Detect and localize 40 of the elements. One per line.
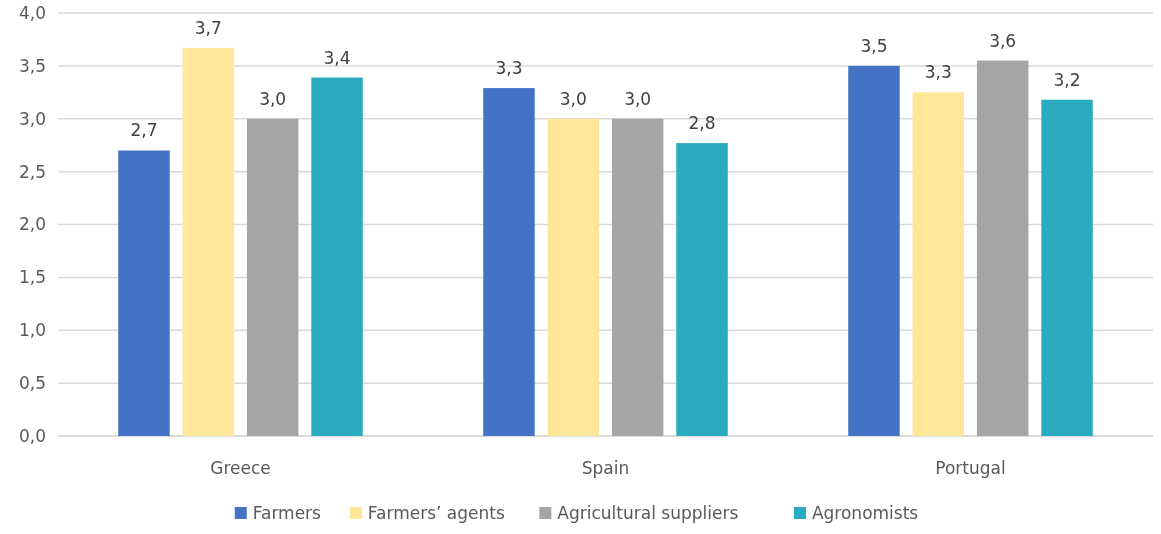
- data-label: 3,5: [860, 35, 888, 56]
- bar: [547, 118, 600, 436]
- bar: [848, 65, 900, 436]
- y-tick-label: 2,0: [18, 214, 46, 235]
- data-label: 3,0: [259, 88, 287, 109]
- y-tick-label: 4,0: [18, 2, 46, 23]
- x-tick-label: Spain: [581, 458, 630, 478]
- data-label: 3,0: [624, 88, 652, 109]
- y-tick-label: 1,5: [18, 267, 46, 288]
- bar: [976, 60, 1029, 436]
- data-label: 2,8: [688, 113, 716, 134]
- bar: [118, 150, 170, 436]
- bar: [246, 118, 299, 436]
- y-tick-label: 0,0: [18, 425, 46, 446]
- bar: [182, 47, 235, 436]
- y-tick-label: 3,0: [18, 108, 46, 129]
- data-label: 3,7: [194, 17, 222, 38]
- data-label: 3,3: [495, 58, 523, 79]
- x-tick-label: Greece: [210, 458, 271, 478]
- legend-label: Agronomists: [811, 502, 919, 523]
- bar: [676, 143, 728, 436]
- bar: [611, 118, 664, 436]
- bar: [483, 88, 535, 436]
- bar: [912, 92, 965, 436]
- legend-label: Farmers’ agents: [367, 502, 505, 523]
- data-label: 3,0: [559, 88, 587, 109]
- legend-label: Agricultural suppliers: [557, 502, 739, 523]
- data-label: 3,2: [1053, 69, 1081, 90]
- legend-label: Farmers: [252, 502, 322, 523]
- x-tick-label: Portugal: [935, 458, 1006, 478]
- data-label: 2,7: [130, 120, 158, 141]
- data-label: 3,6: [989, 30, 1017, 51]
- bar: [311, 77, 363, 436]
- y-tick-label: 2,5: [18, 161, 46, 182]
- data-label: 3,3: [924, 62, 952, 83]
- data-label: 3,4: [323, 47, 351, 68]
- y-tick-label: 3,5: [18, 55, 46, 76]
- y-tick-label: 0,5: [18, 373, 46, 394]
- bar: [1041, 99, 1093, 436]
- y-tick-label: 1,0: [18, 320, 46, 341]
